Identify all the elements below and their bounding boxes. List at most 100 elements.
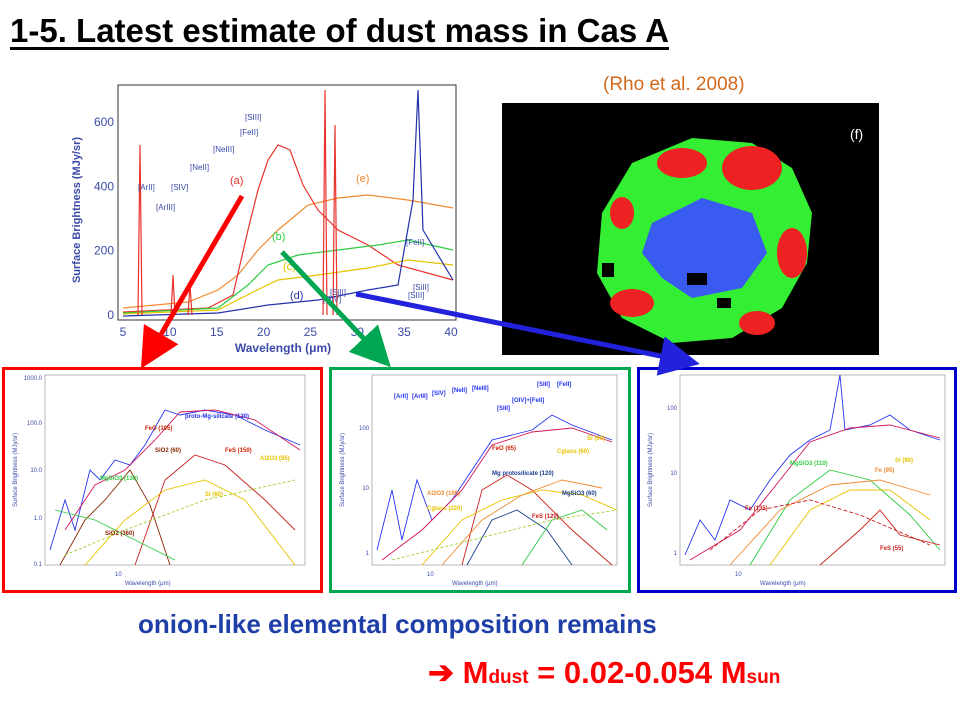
svg-text:Fe (95): Fe (95) — [875, 468, 894, 474]
svg-text:Al2O3 (100): Al2O3 (100) — [427, 491, 460, 497]
svg-text:Fe (135): Fe (135) — [745, 506, 768, 512]
svg-text:[SIII]: [SIII] — [537, 382, 550, 388]
svg-text:[ArIII]: [ArIII] — [412, 394, 428, 400]
unit-subscript: sun — [746, 667, 781, 688]
emission-line-label: [SIII] — [245, 113, 261, 122]
fit-svg-blue: Surface Brightness (MJy/sr) Wavelength (… — [648, 374, 946, 587]
mass-subscript: dust — [488, 667, 529, 688]
curve-label: (a) — [230, 175, 243, 187]
svg-text:Si (90): Si (90) — [895, 458, 913, 464]
fit-red-ytick: 1.0 — [34, 516, 43, 522]
fit-red-yticks: 1000.0 100.0 10.0 1.0 0.1 — [24, 376, 43, 568]
curve-label: (d) — [290, 290, 303, 302]
svg-text:[FeII]: [FeII] — [557, 382, 571, 388]
panel-label: (f) — [850, 126, 864, 142]
conclusion-text: onion-like elemental composition remains — [138, 609, 657, 639]
svg-text:[OIV]+[FeII]: [OIV]+[FeII] — [512, 398, 544, 404]
fit-green-yticks: 100 10 1 — [359, 426, 370, 557]
x-tick-label: 10 — [163, 325, 177, 339]
emission-line-label: [FeII] — [406, 238, 424, 247]
svg-text:Al2O3 (85): Al2O3 (85) — [260, 456, 290, 462]
emission-line-label: [NeII] — [190, 163, 209, 172]
emission-line-label: [SIV] — [171, 183, 188, 192]
svg-text:Cglass (220): Cglass (220) — [427, 506, 462, 512]
main-spectrum-svg: Surface Brightness (MJy/sr) Wavelength (… — [71, 84, 458, 355]
emission-line-label: [ArII] — [138, 183, 155, 192]
dark-patches — [602, 263, 731, 308]
fit-red-ytick: 0.1 — [34, 562, 43, 568]
curve-label: (b) — [272, 231, 285, 243]
y-tick-labels: 0 200 400 600 — [94, 115, 114, 322]
fit-blue-ylabel: Surface Brightness (MJy/sr) — [648, 433, 654, 507]
y-tick-label: 200 — [94, 244, 114, 258]
fit-svg-red: Surface Brightness (MJy/sr) Wavelength (… — [13, 374, 306, 587]
fit-green-labels: [ArII] [ArIII] [SIV] [NeII] [NeIII] [SII… — [394, 382, 605, 520]
fit-blue-xtick: 10 — [735, 572, 742, 578]
dust-map-svg — [502, 103, 879, 355]
svg-text:Mg protosilicate (120): Mg protosilicate (120) — [492, 471, 554, 477]
svg-text:[SIII]: [SIII] — [497, 406, 510, 412]
citation: (Rho et al. 2008) — [603, 74, 745, 95]
emission-line-label: [SiII] — [413, 283, 429, 292]
fit-red-xtick: 10 — [115, 572, 122, 578]
y-tick-label: 0 — [107, 308, 114, 322]
x-tick-label: 20 — [257, 325, 271, 339]
svg-text:MgSiO3 (130): MgSiO3 (130) — [100, 476, 138, 482]
svg-text:FeS (150): FeS (150) — [225, 448, 252, 454]
svg-text:[SIV]: [SIV] — [432, 391, 446, 397]
svg-text:proto-Mg-silicate (130): proto-Mg-silicate (130) — [185, 414, 249, 420]
curve-label: (e) — [356, 173, 369, 185]
svg-text:Si (60): Si (60) — [587, 436, 605, 442]
emission-line-label: [NeIII] — [213, 145, 234, 154]
svg-text:FeO (105): FeO (105) — [145, 426, 172, 432]
svg-text:SiO2 (60): SiO2 (60) — [155, 448, 181, 454]
emission-line-label: [FeII] — [240, 128, 258, 137]
curve-label: (c) — [283, 261, 296, 273]
fit-red-ytick: 100.0 — [27, 421, 43, 427]
x-tick-label: 35 — [397, 325, 411, 339]
x-tick-label: 30 — [351, 325, 365, 339]
fit-svg-green: Surface Brightness (MJy/sr) Wavelength (… — [340, 374, 618, 587]
slide-title: 1-5. Latest estimate of dust mass in Cas… — [10, 12, 669, 49]
mass-symbol: M — [462, 655, 489, 690]
svg-text:SiO2 (360): SiO2 (360) — [105, 531, 134, 537]
svg-text:FeS (120): FeS (120) — [532, 514, 559, 520]
fit-blue-yticks: 100 10 1 — [667, 406, 678, 557]
fit-red-ytick: 1000.0 — [24, 376, 43, 382]
svg-text:[NeIII]: [NeIII] — [472, 386, 489, 392]
fit-green-xlabel: Wavelength (μm) — [452, 581, 498, 587]
svg-text:FeS (55): FeS (55) — [880, 546, 903, 552]
svg-text:Si (60): Si (60) — [205, 492, 223, 498]
mass-value: = 0.02-0.054 M — [528, 655, 747, 690]
y-axis-label: Surface Brightness (MJy/sr) — [71, 137, 83, 283]
main-spectrum-plot: Surface Brightness (MJy/sr) Wavelength (… — [68, 80, 463, 365]
svg-text:10: 10 — [670, 471, 677, 477]
x-tick-label: 25 — [304, 325, 318, 339]
svg-text:MgSiO3 (60): MgSiO3 (60) — [562, 491, 597, 497]
fit-red-labels: proto-Mg-silicate (130) FeO (105) SiO2 (… — [100, 414, 290, 537]
svg-text:FeO (65): FeO (65) — [492, 446, 516, 452]
svg-text:1: 1 — [366, 551, 370, 557]
svg-text:100: 100 — [667, 406, 678, 412]
svg-text:[ArII]: [ArII] — [394, 394, 408, 400]
mass-result: ➔ Mdust = 0.02-0.054 Msun — [428, 655, 780, 691]
x-tick-label: 5 — [120, 325, 127, 339]
fit-red-ytick: 10.0 — [30, 468, 42, 474]
svg-text:Cglass (60): Cglass (60) — [557, 449, 589, 455]
svg-text:1: 1 — [674, 551, 678, 557]
emission-line-label: [SiII] — [330, 288, 346, 297]
fit-red-ylabel: Surface Brightness (MJy/sr) — [13, 433, 19, 507]
emission-line-label: [ArIII] — [156, 203, 175, 212]
fit-panel-green: Surface Brightness (MJy/sr) Wavelength (… — [329, 367, 631, 593]
x-tick-label: 40 — [444, 325, 458, 339]
cas-a-dust-map — [502, 103, 879, 355]
x-axis-label: Wavelength (μm) — [235, 341, 331, 355]
svg-text:MgSiO3 (110): MgSiO3 (110) — [790, 461, 828, 467]
fit-green-xtick: 10 — [427, 572, 434, 578]
fit-blue-xlabel: Wavelength (μm) — [760, 581, 806, 587]
arrow-glyph: ➔ — [428, 655, 454, 690]
svg-text:[NeII]: [NeII] — [452, 388, 467, 394]
svg-text:10: 10 — [362, 486, 369, 492]
fit-panel-blue: Surface Brightness (MJy/sr) Wavelength (… — [637, 367, 957, 593]
emission-line-label: [SIII] — [408, 291, 424, 300]
